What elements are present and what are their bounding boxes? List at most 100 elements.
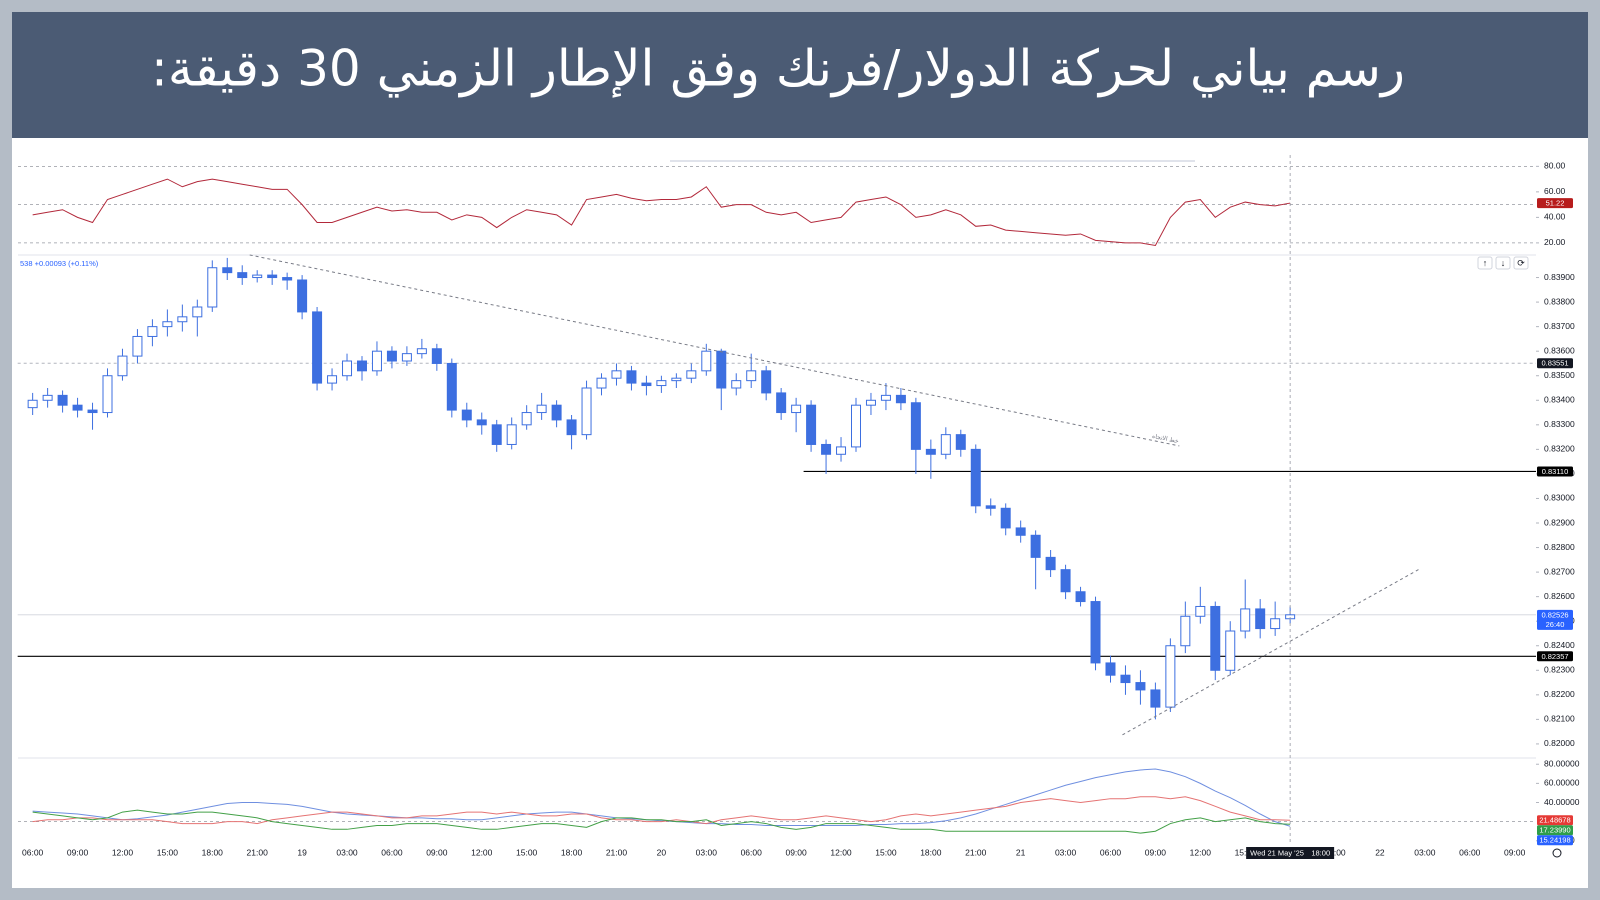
- scroll-down-button[interactable]: [1495, 256, 1511, 270]
- y-tick-label: 80.00000: [1544, 758, 1580, 768]
- x-tick-label: 06:00: [381, 847, 403, 857]
- indicator-line: [32, 796, 1291, 825]
- candle-body: [671, 377, 682, 382]
- y-tick-label: 80.00: [1544, 161, 1566, 171]
- price-label-text: 0.83110: [1542, 467, 1569, 476]
- price-label: [1537, 651, 1573, 662]
- candle-body: [746, 370, 757, 382]
- countdown: 26:40: [1546, 620, 1565, 629]
- scroll-up-button[interactable]: [1477, 256, 1493, 270]
- icon: ⟳: [1517, 258, 1525, 268]
- crosshair-box: [1246, 847, 1335, 859]
- y-tick-label: 0.82800: [1544, 542, 1575, 552]
- candle-body: [970, 448, 981, 507]
- settings-button[interactable]: [1552, 848, 1562, 858]
- y-tick-label: 0.83300: [1544, 419, 1575, 429]
- candle-body: [117, 355, 128, 377]
- candle-body: [162, 321, 173, 328]
- x-tick-label: 06:00: [22, 847, 44, 857]
- candle-body: [1045, 556, 1056, 571]
- y-tick-label: 0.82300: [1544, 665, 1575, 675]
- candle-body: [656, 380, 667, 387]
- x-tick-label: 18:00: [202, 847, 224, 857]
- y-tick-label: 0.82700: [1544, 566, 1575, 576]
- y-tick-label: 0.83500: [1544, 370, 1575, 380]
- x-tick-label: 09:00: [1145, 847, 1167, 857]
- candle-body: [701, 350, 712, 372]
- y-tick-label: 0.82200: [1544, 689, 1575, 699]
- x-tick-label: 09:00: [785, 847, 807, 857]
- x-tick-label: 12:00: [830, 847, 852, 857]
- candle-body: [401, 353, 412, 362]
- y-tick-label: 60.00: [1544, 186, 1566, 196]
- price-label-text: 17.23990: [1539, 826, 1570, 835]
- candle-body: [910, 402, 921, 450]
- price-label: [1537, 835, 1573, 846]
- candle-body: [536, 404, 547, 414]
- x-tick-label: 21: [1016, 847, 1026, 857]
- price-label-text: 0.83551: [1541, 359, 1568, 368]
- candle-body: [177, 316, 188, 323]
- candle-body: [267, 274, 278, 279]
- candle-body: [72, 404, 83, 411]
- candle-body: [880, 394, 891, 401]
- x-tick-label: 15:00: [157, 847, 179, 857]
- price-label-text: 15.24198: [1539, 836, 1570, 845]
- icon: ↓: [1501, 258, 1506, 268]
- candle-body: [431, 348, 442, 364]
- x-tick-label: 03:00: [1055, 847, 1077, 857]
- x-tick-label: 18:00: [561, 847, 583, 857]
- candle-body: [865, 399, 876, 406]
- candle-body: [776, 392, 787, 414]
- y-tick-label: 0.83000: [1544, 493, 1575, 503]
- y-tick-label: 0.82000: [1544, 738, 1575, 748]
- candle-body: [686, 370, 697, 379]
- x-tick-label: 09:00: [67, 847, 89, 857]
- x-tick-label: 12:00: [471, 847, 493, 857]
- candle-body: [1180, 615, 1191, 647]
- candle-body: [611, 370, 622, 379]
- candle-body: [1150, 689, 1161, 708]
- candle-body: [252, 274, 263, 279]
- candle-body: [1240, 608, 1251, 632]
- y-tick-label: 0.82100: [1544, 714, 1575, 724]
- reset-button[interactable]: [1513, 256, 1529, 270]
- candle-body: [1195, 605, 1206, 617]
- y-tick-label: 0.83200: [1544, 444, 1575, 454]
- x-tick-label: 22: [1375, 847, 1385, 857]
- price-readout: 538 +0.00093 (+0.11%): [20, 259, 99, 268]
- candle-body: [282, 277, 293, 281]
- trend-line: [1122, 568, 1420, 736]
- candle-body: [1105, 662, 1116, 676]
- candle-body: [327, 375, 338, 384]
- candle-body: [895, 394, 906, 404]
- price-label-text: 21.48678: [1539, 816, 1570, 825]
- candle-body: [716, 350, 727, 389]
- candle-body: [147, 326, 158, 337]
- candle-body: [1255, 608, 1266, 630]
- candle-body: [461, 409, 472, 421]
- candle-body: [521, 412, 532, 426]
- candle-body: [1090, 601, 1101, 664]
- candle-body: [297, 279, 308, 313]
- x-tick-label: 15:00: [516, 847, 538, 857]
- x-tick-label: 12:00: [112, 847, 134, 857]
- candle-body: [312, 311, 323, 384]
- price-label: [1537, 609, 1573, 630]
- candle-body: [851, 404, 861, 448]
- candle-body: [371, 350, 382, 372]
- candle-body: [985, 505, 996, 509]
- trend-line: [249, 254, 1180, 447]
- y-tick-label: 20.00: [1544, 237, 1566, 247]
- candle-body: [356, 360, 367, 372]
- candle-body: [491, 424, 502, 445]
- candle-body: [1060, 569, 1071, 593]
- y-tick-label: 0.82600: [1544, 591, 1575, 601]
- x-tick-label: 21:00: [606, 847, 628, 857]
- indicator-line: [32, 768, 1291, 827]
- x-tick-label: 15:00: [875, 847, 897, 857]
- candle-body: [1165, 645, 1176, 708]
- candle-body: [1270, 618, 1281, 630]
- x-tick-label: 06:00: [1100, 847, 1122, 857]
